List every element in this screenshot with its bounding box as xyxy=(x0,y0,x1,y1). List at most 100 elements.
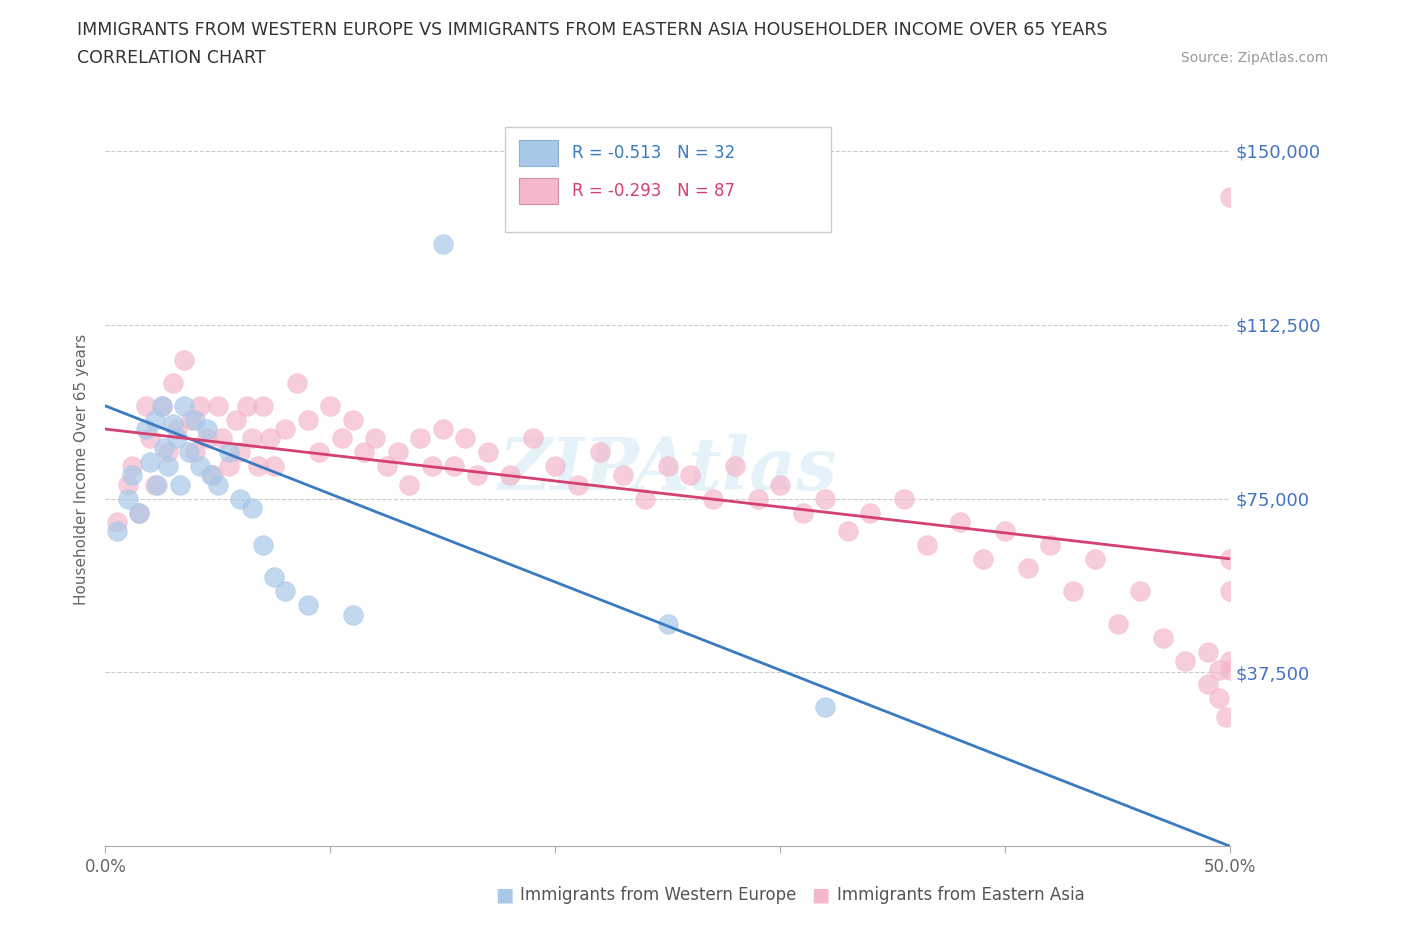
Point xyxy=(200,468,222,483)
Point xyxy=(342,607,364,622)
Point xyxy=(139,431,162,445)
Point xyxy=(143,477,166,492)
Y-axis label: Householder Income Over 65 years: Householder Income Over 65 years xyxy=(73,334,89,605)
Point xyxy=(297,412,319,427)
Point xyxy=(166,421,188,436)
Point xyxy=(274,584,297,599)
Point xyxy=(589,445,612,459)
Point xyxy=(1219,584,1241,599)
Point xyxy=(121,458,143,473)
Point xyxy=(121,468,143,483)
Point xyxy=(150,398,173,413)
Point xyxy=(949,514,972,529)
Point xyxy=(157,458,180,473)
Point xyxy=(236,398,259,413)
Point xyxy=(432,236,454,251)
Point xyxy=(139,454,162,469)
Text: ■: ■ xyxy=(495,885,513,904)
Text: Source: ZipAtlas.com: Source: ZipAtlas.com xyxy=(1181,50,1329,65)
Point xyxy=(229,445,252,459)
Point xyxy=(1107,617,1129,631)
Point xyxy=(747,491,769,506)
Text: Immigrants from Western Europe: Immigrants from Western Europe xyxy=(520,885,797,904)
Point xyxy=(375,458,398,473)
Text: ZIPAtlas: ZIPAtlas xyxy=(499,434,837,505)
Point xyxy=(724,458,747,473)
Point xyxy=(1219,663,1241,678)
Point xyxy=(330,431,353,445)
Point xyxy=(166,431,188,445)
Point xyxy=(207,398,229,413)
Point xyxy=(972,551,994,566)
Point xyxy=(1208,690,1230,705)
Point xyxy=(117,477,139,492)
Text: R = -0.293   N = 87: R = -0.293 N = 87 xyxy=(572,182,735,200)
Point xyxy=(477,445,499,459)
Point xyxy=(184,412,207,427)
Point xyxy=(117,491,139,506)
Point xyxy=(274,421,297,436)
Point xyxy=(319,398,342,413)
Text: Immigrants from Eastern Asia: Immigrants from Eastern Asia xyxy=(837,885,1084,904)
Point xyxy=(567,477,589,492)
Point xyxy=(634,491,657,506)
Point xyxy=(398,477,420,492)
Point xyxy=(146,477,169,492)
Point xyxy=(177,445,200,459)
Point xyxy=(180,412,202,427)
Text: ■: ■ xyxy=(811,885,830,904)
Point xyxy=(195,431,218,445)
Point xyxy=(679,468,702,483)
Point xyxy=(499,468,522,483)
Point xyxy=(247,458,270,473)
Point xyxy=(162,417,184,432)
Point xyxy=(409,431,432,445)
Point xyxy=(1062,584,1084,599)
Point xyxy=(1152,631,1174,645)
Point xyxy=(1084,551,1107,566)
Point xyxy=(1219,551,1241,566)
Point xyxy=(128,505,150,520)
Point xyxy=(1208,663,1230,678)
Point xyxy=(207,477,229,492)
Point xyxy=(657,617,679,631)
Point xyxy=(522,431,544,445)
Point xyxy=(915,538,938,552)
Point xyxy=(1197,644,1219,659)
Point xyxy=(859,505,882,520)
Point xyxy=(162,376,184,391)
Point xyxy=(285,376,308,391)
FancyBboxPatch shape xyxy=(505,126,831,232)
Point xyxy=(420,458,443,473)
Point xyxy=(1129,584,1152,599)
Point xyxy=(454,431,477,445)
FancyBboxPatch shape xyxy=(519,140,558,166)
Point xyxy=(128,505,150,520)
Point xyxy=(188,398,211,413)
Point xyxy=(252,398,274,413)
Point xyxy=(252,538,274,552)
Point xyxy=(157,445,180,459)
Point xyxy=(153,440,176,455)
Point xyxy=(465,468,488,483)
Point xyxy=(240,500,263,515)
Point xyxy=(169,477,191,492)
Text: IMMIGRANTS FROM WESTERN EUROPE VS IMMIGRANTS FROM EASTERN ASIA HOUSEHOLDER INCOM: IMMIGRANTS FROM WESTERN EUROPE VS IMMIGR… xyxy=(77,20,1108,39)
Point xyxy=(342,412,364,427)
Point xyxy=(837,524,859,538)
Point xyxy=(387,445,409,459)
Point xyxy=(1215,709,1237,724)
Point xyxy=(143,412,166,427)
Point xyxy=(195,421,218,436)
Point xyxy=(150,398,173,413)
Point xyxy=(135,421,157,436)
Point xyxy=(353,445,375,459)
Text: R = -0.513   N = 32: R = -0.513 N = 32 xyxy=(572,144,735,162)
Point xyxy=(1017,561,1039,576)
Point xyxy=(211,431,233,445)
Point xyxy=(893,491,915,506)
Point xyxy=(263,570,285,585)
Point xyxy=(1219,190,1241,205)
Point xyxy=(769,477,792,492)
Point xyxy=(308,445,330,459)
